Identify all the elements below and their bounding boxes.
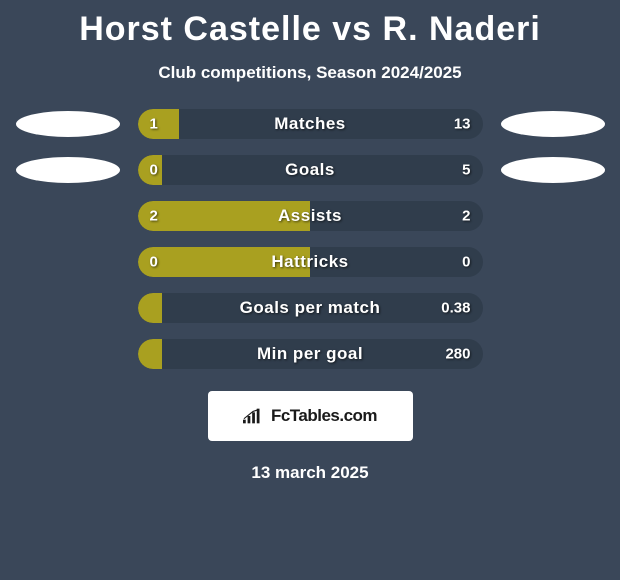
date-text: 13 march 2025: [251, 463, 368, 483]
stat-row: Hattricks 0 0: [0, 247, 620, 277]
badge-left: [16, 111, 120, 137]
value-left: 0: [150, 162, 158, 179]
page-title: Horst Castelle vs R. Naderi: [79, 10, 541, 49]
value-right: 280: [445, 346, 470, 363]
stat-bar: Min per goal 280: [138, 339, 483, 369]
subtitle: Club competitions, Season 2024/2025: [158, 63, 461, 83]
logo-text: FcTables.com: [271, 406, 377, 426]
value-right: 0: [462, 254, 470, 271]
stat-label: Min per goal: [257, 344, 363, 364]
stat-bar: Assists 2 2: [138, 201, 483, 231]
stat-label: Assists: [278, 206, 342, 226]
stat-row: Goals per match 0.38: [0, 293, 620, 323]
stat-row: Goals 0 5: [0, 155, 620, 185]
badge-right: [501, 111, 605, 137]
stat-row: Assists 2 2: [0, 201, 620, 231]
value-left: 0: [150, 254, 158, 271]
stat-label: Goals per match: [240, 298, 381, 318]
value-right: 2: [462, 208, 470, 225]
badge-right: [501, 157, 605, 183]
value-left: 2: [150, 208, 158, 225]
stat-label: Goals: [285, 160, 335, 180]
comparison-infographic: Horst Castelle vs R. Naderi Club competi…: [0, 0, 620, 483]
value-right: 5: [462, 162, 470, 179]
stat-bar: Matches 1 13: [138, 109, 483, 139]
segment-left: [138, 109, 179, 139]
stat-row: Matches 1 13: [0, 109, 620, 139]
stat-label: Hattricks: [271, 252, 348, 272]
value-left: 1: [150, 116, 158, 133]
badge-left: [16, 157, 120, 183]
stat-row: Min per goal 280: [0, 339, 620, 369]
value-right: 13: [454, 116, 471, 133]
value-right: 0.38: [441, 300, 470, 317]
logo-box[interactable]: FcTables.com: [208, 391, 413, 441]
segment-left: [138, 339, 162, 369]
stat-bar: Hattricks 0 0: [138, 247, 483, 277]
fctables-icon: [243, 408, 265, 424]
stat-bar: Goals 0 5: [138, 155, 483, 185]
stat-label: Matches: [274, 114, 346, 134]
stat-bar: Goals per match 0.38: [138, 293, 483, 323]
stats-rows: Matches113Goals05Assists22Hattricks00Goa…: [0, 109, 620, 369]
segment-left: [138, 293, 162, 323]
